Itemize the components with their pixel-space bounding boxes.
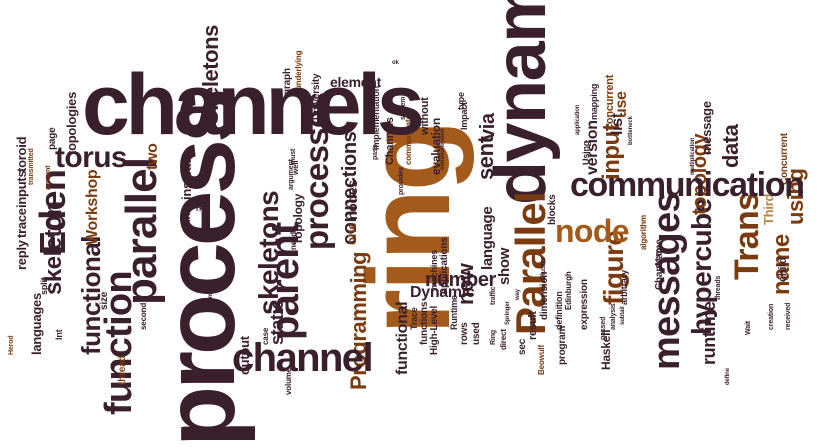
word-Dynamic: Dynamic [410, 284, 475, 301]
word-skeletons: skeletons [253, 190, 284, 315]
word-Workshop: Workshop [84, 169, 101, 245]
word-inputs: inputs [14, 170, 29, 208]
word-lnt: lnt [54, 329, 64, 340]
word-element: element [330, 74, 381, 90]
word-ChanName: ChanName [654, 239, 665, 290]
word-Herod: Herod [8, 335, 15, 355]
word-channels: channels [82, 57, 425, 153]
word-sent: sent [473, 136, 498, 180]
word-runtime: runtime [699, 301, 719, 366]
word-child: child [777, 257, 789, 282]
word-Trans: Trans [728, 192, 766, 280]
word-size: size [99, 291, 110, 310]
word-creation: creation [768, 303, 775, 330]
word-via: via [477, 113, 499, 140]
word-items: items [208, 289, 214, 305]
word-Ring: Ring [490, 330, 497, 345]
word-sec: sec [517, 338, 528, 355]
word-passed: passed [600, 316, 607, 340]
word-result: result [527, 311, 539, 340]
word-instead: instead [179, 156, 194, 200]
word-way: way [515, 289, 521, 300]
word-arbitrary: arbitrary [619, 270, 629, 305]
word-transmitted: transmitted [28, 148, 35, 185]
word-Trace: Trace [409, 307, 419, 330]
word-one: one [344, 222, 359, 245]
word-High-Level: High-Level [429, 305, 440, 355]
word-provides: provides [398, 166, 405, 195]
word-Beowulf: Beowulf [537, 345, 546, 375]
word-torus: torus [55, 141, 128, 174]
word-application: application [575, 104, 581, 135]
word-reply: reply [14, 240, 29, 270]
word-Using: Using [581, 140, 591, 165]
word-Cluster: Cluster [540, 256, 547, 280]
word-define: define [725, 368, 731, 385]
word-rows: rows [459, 322, 470, 345]
word-channel: channel [232, 336, 374, 380]
word-split: split [39, 277, 49, 295]
word-without: without [419, 97, 431, 135]
word-Edinburgh: Edinburgh [564, 271, 573, 310]
word-Springer: Springer [505, 301, 511, 325]
word-threads: threads [715, 275, 722, 300]
word-definition: definition [554, 291, 564, 330]
word-amount: amount [45, 165, 52, 190]
word-node: node [555, 213, 630, 249]
word-ok: ok [392, 60, 399, 66]
word-show: show [496, 247, 513, 285]
word-expression: expression [579, 279, 590, 330]
word-languages: languages [29, 293, 44, 355]
word-received: received [785, 302, 792, 330]
word-bottleneck: bottleneck [628, 116, 634, 145]
word-use: use [613, 91, 630, 118]
word-trace: trace [14, 208, 29, 238]
word-Wait: Wait [745, 321, 752, 335]
word-concurrent: concurrent [604, 74, 616, 130]
word-message: message [699, 101, 714, 155]
word-used: used [471, 322, 482, 345]
word-Topology: Topology [291, 193, 305, 245]
word-subtail: subtail [620, 306, 626, 326]
word-number: number [425, 269, 496, 291]
word-language: language [479, 206, 496, 270]
word-Eden: Eden [32, 169, 73, 255]
word-analysis: analysis [610, 303, 617, 330]
word-functional-2: functional [394, 301, 411, 375]
word-communicated: communicated [440, 129, 446, 170]
word-like: like [181, 207, 193, 225]
word-thread: thread [117, 355, 128, 385]
word-nodes: nodes [344, 180, 360, 220]
word-algorithm: algorithm [639, 214, 648, 250]
word-rk: rk [196, 204, 204, 213]
word-program: program [557, 325, 568, 365]
word-toroid: toroid [14, 136, 29, 172]
word-communication: communication [570, 166, 805, 204]
word-data: data [718, 124, 743, 168]
word-direct: direct [499, 329, 508, 350]
word-Impact: Impact [459, 102, 469, 130]
word-mapping: mapping [589, 83, 599, 120]
word-second: second [139, 302, 148, 330]
